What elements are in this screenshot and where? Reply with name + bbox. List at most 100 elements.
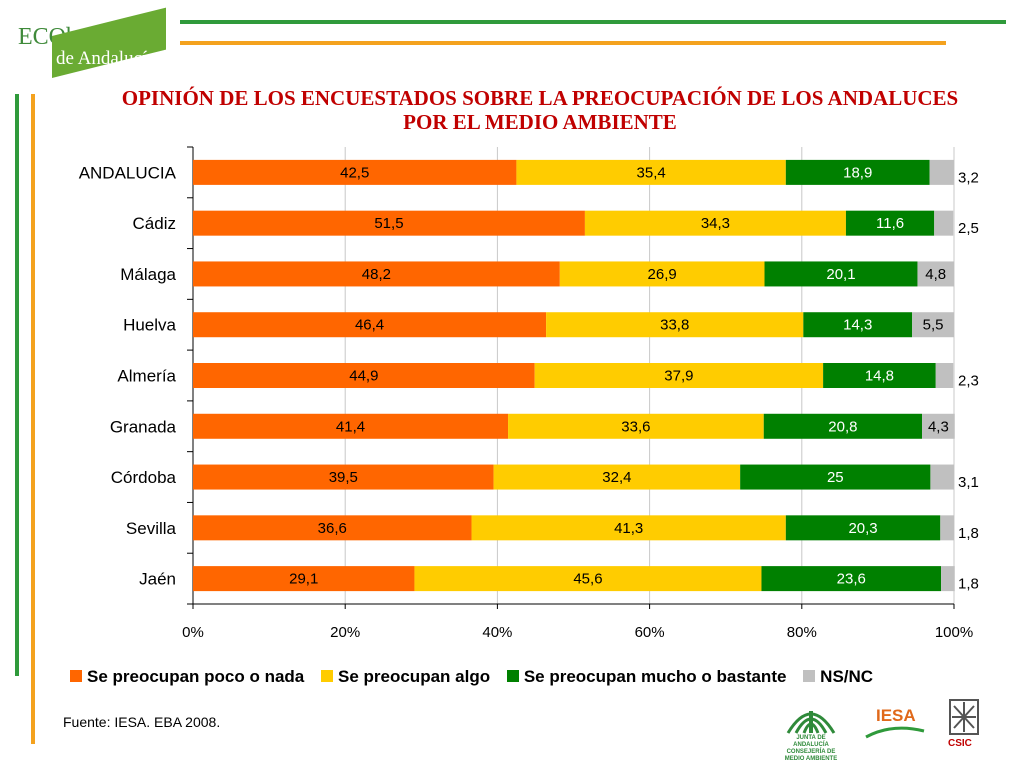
bar-segment <box>546 312 804 338</box>
bar-segment <box>471 515 786 541</box>
data-label: 44,9 <box>349 368 378 385</box>
bar-segment <box>929 159 954 185</box>
legend-swatch <box>803 670 816 682</box>
data-label: 41,4 <box>336 418 365 435</box>
x-tick-label: 20% <box>330 624 360 641</box>
bar-segment <box>193 261 560 287</box>
y-category-label: Sevilla <box>126 519 177 538</box>
y-category-label: Córdoba <box>111 468 177 487</box>
bar-segment <box>193 312 547 338</box>
bar-segment <box>764 261 918 287</box>
side-rule-green <box>15 94 19 676</box>
data-label: 33,8 <box>660 317 689 334</box>
legend-swatch <box>506 670 519 682</box>
bar-segment <box>940 515 954 541</box>
bar-segment <box>941 566 955 592</box>
data-label: 3,2 <box>958 169 979 186</box>
data-label: 1,8 <box>958 576 979 593</box>
data-label: 37,9 <box>664 368 693 385</box>
data-label: 1,8 <box>958 525 979 542</box>
x-tick-label: 40% <box>482 624 512 641</box>
bar-segment <box>761 566 942 592</box>
data-label: 41,3 <box>614 520 643 537</box>
data-label: 36,6 <box>318 520 347 537</box>
bar-segment <box>559 261 765 287</box>
source-note: Fuente: IESA. EBA 2008. <box>63 714 221 730</box>
data-label: 5,5 <box>923 317 944 334</box>
data-label: 14,8 <box>865 368 894 385</box>
data-label: 42,5 <box>340 164 369 181</box>
data-label: 48,2 <box>362 266 391 283</box>
bar-segment <box>930 464 954 490</box>
legend-item-poco-nada: Se preocupan poco o nada <box>70 667 304 687</box>
bar-segment <box>823 363 936 388</box>
andalucia-logo-text: de Andalucía <box>56 48 156 69</box>
data-label: 33,6 <box>621 418 650 435</box>
x-tick-label: 60% <box>635 624 665 641</box>
data-label: 20,8 <box>828 418 857 435</box>
data-label: 39,5 <box>329 469 358 486</box>
data-label: 32,4 <box>602 469 631 486</box>
data-label: 26,9 <box>648 266 677 283</box>
y-category-label: Málaga <box>120 265 176 284</box>
legend-label: NS/NC <box>820 667 874 686</box>
bar-segment <box>193 210 585 236</box>
x-tick-label: 80% <box>787 624 817 641</box>
bar-segment <box>785 515 941 541</box>
x-tick-label: 100% <box>935 624 973 641</box>
iesa-logo <box>865 726 925 739</box>
bar-segment <box>193 363 535 388</box>
bar-segment <box>193 464 494 490</box>
data-label: 29,1 <box>289 571 318 588</box>
data-label: 20,3 <box>848 520 877 537</box>
data-label: 3,1 <box>958 474 979 491</box>
data-label: 51,5 <box>374 215 403 232</box>
bar-segment <box>917 261 954 287</box>
data-label: 35,4 <box>637 164 666 181</box>
legend-swatch <box>321 670 333 682</box>
iesa-logo-text: IESA <box>876 706 916 725</box>
data-label: 23,6 <box>837 571 866 588</box>
legend-label: Se preocupan algo <box>338 667 491 686</box>
y-category-label: Huelva <box>123 316 176 335</box>
legend-item-algo: Se preocupan algo <box>321 667 490 687</box>
bar-segment <box>935 363 954 388</box>
chart-legend: Se preocupan poco o nada Se preocupan al… <box>70 667 885 687</box>
y-category-label: Granada <box>110 417 177 436</box>
bar-segment <box>193 515 472 541</box>
bar-segment <box>912 312 954 338</box>
bar-segment <box>193 413 509 439</box>
bar-segment <box>508 413 764 439</box>
data-label: 4,8 <box>925 266 946 283</box>
bar-segment <box>516 159 786 185</box>
data-label: 4,3 <box>928 418 949 435</box>
data-label: 14,3 <box>843 317 872 334</box>
bar-segment <box>845 210 935 236</box>
side-rule-orange <box>31 94 35 744</box>
data-label: 25 <box>827 469 844 486</box>
csic-logo-text: CSIC <box>948 738 972 749</box>
bar-segment <box>934 210 954 236</box>
legend-label: Se preocupan poco o nada <box>87 667 305 686</box>
stacked-bar-chart: 0% 20% 40% 60% 80% 100% ANDALUCIA 42,5 35,4 18,9 3… <box>79 146 979 641</box>
legend-item-nsnc: NS/NC <box>803 667 873 687</box>
bar-segment <box>534 363 824 388</box>
data-label: 11,6 <box>876 215 904 232</box>
bar-segment <box>803 312 913 338</box>
x-tick-label: 0% <box>182 624 204 641</box>
bar-segment <box>763 413 923 439</box>
bar-segment <box>584 210 846 236</box>
bar-segment <box>193 159 517 185</box>
legend-swatch <box>70 670 82 682</box>
chart-title: OPINIÓN DE LOS ENCUESTADOS SOBRE LA PREO… <box>121 86 959 134</box>
data-label: 2,5 <box>958 220 979 237</box>
bar-segment <box>493 464 741 490</box>
bar-segment <box>193 566 415 592</box>
y-category-label: Almería <box>117 367 176 386</box>
data-label: 2,3 <box>958 373 979 390</box>
data-label: 46,4 <box>355 317 384 334</box>
csic-logo <box>949 699 979 735</box>
junta-andalucia-logo <box>786 711 836 734</box>
y-category-label: ANDALUCIA <box>79 163 177 182</box>
data-label: 34,3 <box>701 215 730 232</box>
